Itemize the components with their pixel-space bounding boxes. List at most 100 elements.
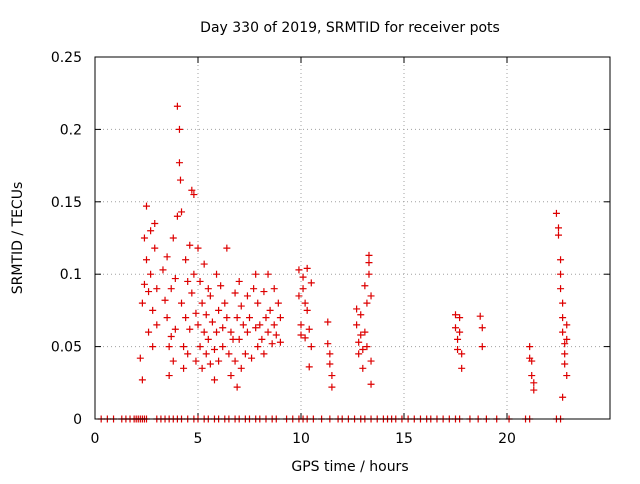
- data-point: [264, 270, 272, 278]
- data-point: [252, 324, 260, 332]
- data-point: [210, 376, 218, 384]
- data-point: [231, 289, 239, 297]
- data-point: [559, 314, 567, 322]
- data-point: [324, 318, 332, 326]
- y-tick-label: 0.25: [51, 50, 82, 66]
- data-point: [305, 363, 313, 371]
- data-point: [297, 321, 305, 329]
- data-point: [250, 285, 258, 293]
- data-point: [153, 321, 161, 329]
- data-point: [237, 302, 245, 310]
- data-points: [97, 102, 571, 423]
- data-point: [231, 357, 239, 365]
- data-point: [171, 325, 179, 333]
- data-point: [140, 234, 148, 242]
- data-point: [188, 186, 196, 194]
- data-point: [206, 292, 214, 300]
- data-point: [221, 299, 229, 307]
- data-point: [478, 324, 486, 332]
- data-point: [176, 176, 184, 184]
- data-point: [530, 379, 538, 387]
- data-point: [159, 266, 167, 274]
- gridlines: [95, 57, 610, 419]
- x-axis-label: GPS time / hours: [291, 459, 408, 475]
- data-point: [178, 208, 186, 216]
- data-point: [365, 270, 373, 278]
- data-point: [452, 311, 459, 319]
- data-point: [363, 343, 371, 351]
- data-point: [454, 335, 462, 343]
- data-point: [219, 324, 227, 332]
- data-point: [264, 328, 272, 336]
- data-point: [204, 335, 212, 343]
- data-point: [324, 340, 332, 348]
- y-tick-label: 0.2: [60, 122, 82, 138]
- data-point: [210, 345, 218, 353]
- data-point: [184, 277, 192, 285]
- data-point: [555, 224, 562, 232]
- data-point: [561, 350, 569, 358]
- data-point: [175, 159, 183, 167]
- data-point: [194, 321, 202, 329]
- data-point: [136, 354, 144, 362]
- data-point: [161, 296, 169, 304]
- data-point: [151, 244, 159, 252]
- data-point: [268, 340, 276, 348]
- data-point: [357, 311, 365, 319]
- data-point: [563, 335, 571, 343]
- data-point: [167, 285, 175, 293]
- data-point: [303, 306, 311, 314]
- data-point: [299, 273, 307, 281]
- data-point: [180, 343, 188, 351]
- data-point: [456, 328, 464, 336]
- data-point: [200, 260, 208, 268]
- data-point: [276, 314, 284, 322]
- data-point: [206, 360, 214, 368]
- data-point: [194, 244, 202, 252]
- data-point: [478, 343, 486, 351]
- data-point: [215, 357, 223, 365]
- data-point: [173, 102, 181, 110]
- data-point: [171, 275, 179, 283]
- data-point: [276, 338, 284, 346]
- data-point: [363, 299, 371, 307]
- data-point: [274, 299, 282, 307]
- data-point: [563, 321, 571, 329]
- data-point: [163, 314, 171, 322]
- data-point: [359, 364, 367, 372]
- data-point: [149, 306, 157, 314]
- data-point: [307, 343, 315, 351]
- data-point: [552, 209, 560, 217]
- data-point: [254, 343, 262, 351]
- data-point: [557, 270, 565, 278]
- y-tick-label: 0.1: [60, 267, 82, 283]
- data-point: [147, 270, 155, 278]
- data-point: [219, 343, 227, 351]
- x-tick-label: 20: [498, 431, 516, 447]
- data-point: [233, 383, 241, 391]
- data-point: [192, 357, 200, 365]
- y-axis-label: SRMTID / TECUs: [10, 182, 26, 295]
- data-point: [458, 350, 466, 358]
- data-point: [184, 350, 192, 358]
- data-point: [365, 259, 373, 267]
- data-point: [196, 277, 204, 285]
- data-point: [272, 331, 280, 339]
- data-point: [163, 253, 171, 261]
- data-point: [202, 311, 210, 319]
- data-point: [198, 299, 206, 307]
- data-point: [237, 364, 245, 372]
- data-point: [305, 325, 313, 333]
- data-point: [328, 383, 336, 391]
- data-point: [270, 285, 278, 293]
- data-point: [243, 292, 251, 300]
- data-point: [233, 314, 241, 322]
- data-point: [456, 314, 464, 322]
- data-point: [561, 360, 569, 368]
- data-point: [147, 227, 155, 235]
- data-point: [145, 288, 153, 296]
- y-tick-label: 0.15: [51, 195, 82, 211]
- data-point: [165, 343, 173, 351]
- data-point: [303, 264, 311, 272]
